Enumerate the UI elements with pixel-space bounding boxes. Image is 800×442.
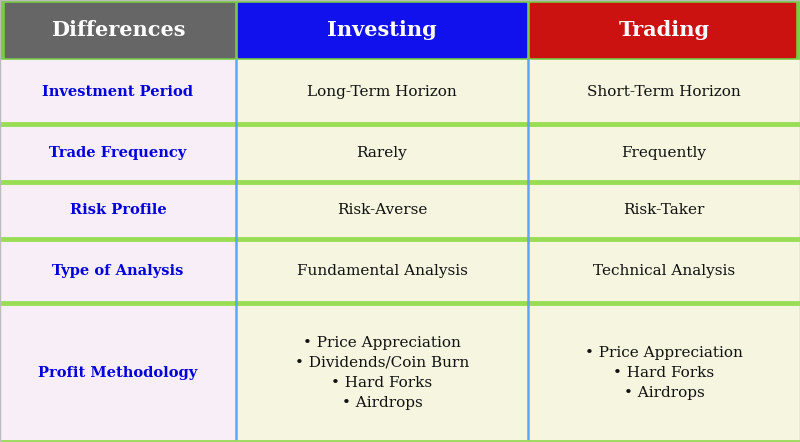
Text: Differences: Differences	[50, 20, 186, 40]
Bar	[236, 124, 528, 182]
Text: Investing: Investing	[327, 20, 437, 40]
Bar	[236, 182, 528, 239]
Text: Risk Profile: Risk Profile	[70, 203, 166, 217]
Bar	[0, 303, 236, 442]
Text: • Price Appreciation
• Hard Forks
• Airdrops: • Price Appreciation • Hard Forks • Aird…	[585, 346, 743, 400]
Text: Rarely: Rarely	[357, 146, 407, 160]
Text: Type of Analysis: Type of Analysis	[52, 264, 184, 278]
Bar	[528, 182, 800, 239]
Bar	[528, 124, 800, 182]
Bar	[0, 124, 236, 182]
Text: Trade Frequency: Trade Frequency	[50, 146, 186, 160]
Bar	[236, 239, 528, 303]
Text: Frequently: Frequently	[622, 146, 706, 160]
Text: • Price Appreciation
• Dividends/Coin Burn
• Hard Forks
• Airdrops: • Price Appreciation • Dividends/Coin Bu…	[295, 335, 469, 410]
Bar	[530, 3, 795, 57]
Bar	[236, 60, 528, 124]
Bar	[0, 60, 236, 124]
Text: Risk-Taker: Risk-Taker	[623, 203, 705, 217]
Bar	[236, 303, 528, 442]
Text: Short-Term Horizon: Short-Term Horizon	[587, 85, 741, 99]
Text: Investment Period: Investment Period	[42, 85, 194, 99]
Bar	[238, 3, 526, 57]
Bar	[528, 303, 800, 442]
Bar	[0, 182, 236, 239]
Text: Fundamental Analysis: Fundamental Analysis	[297, 264, 467, 278]
Text: Profit Methodology: Profit Methodology	[38, 366, 198, 380]
Text: Technical Analysis: Technical Analysis	[593, 264, 735, 278]
Bar	[5, 3, 234, 57]
Bar	[0, 239, 236, 303]
Text: Risk-Averse: Risk-Averse	[337, 203, 427, 217]
Text: Long-Term Horizon: Long-Term Horizon	[307, 85, 457, 99]
Bar	[528, 239, 800, 303]
Bar	[528, 60, 800, 124]
Text: Trading: Trading	[618, 20, 710, 40]
